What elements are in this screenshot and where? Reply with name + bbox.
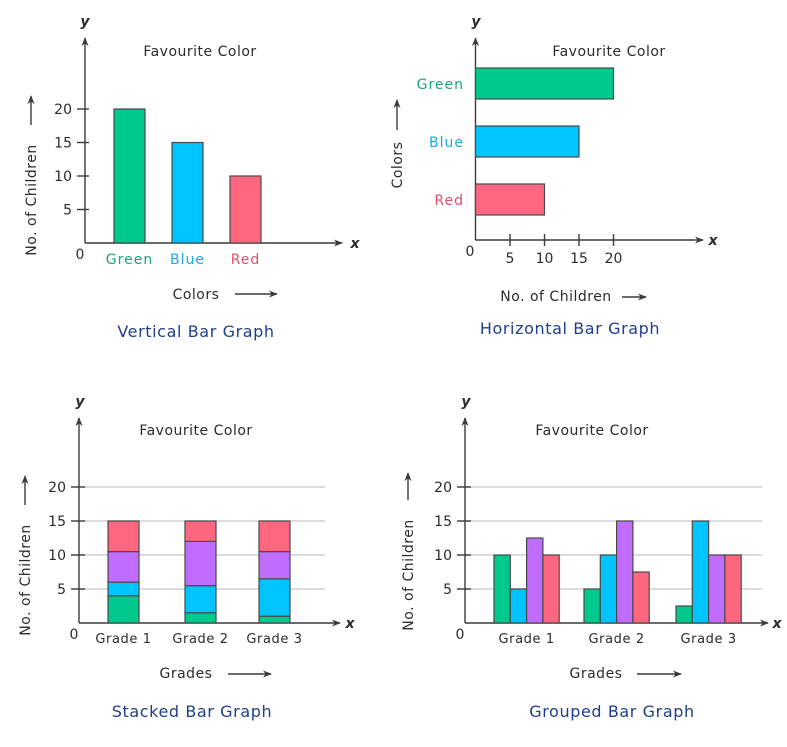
grouped-bar-purple <box>707 554 726 624</box>
vertical-bar-chart: y x 0 Favourite Color 5 10 15 20 Green Blue R… <box>24 14 360 341</box>
grouped-caption: Grouped Bar Graph <box>529 702 695 721</box>
horizontal-y-axis-label: Colors <box>390 99 406 189</box>
horizontal-x-letter: x <box>707 233 718 249</box>
vertical-category-label: Red <box>231 252 261 268</box>
horizontal-category-label: Blue <box>429 135 464 151</box>
horizontal-origin-label: 0 <box>466 244 475 260</box>
vertical-caption: Vertical Bar Graph <box>117 322 274 341</box>
vertical-bar-green <box>113 108 146 244</box>
stacked-x-letter: x <box>344 616 355 632</box>
horizontal-caption: Horizontal Bar Graph <box>480 319 660 338</box>
stacked-category-label: Grade 3 <box>246 632 302 647</box>
grouped-chart-title: Favourite Color <box>535 423 648 439</box>
grouped-y-tick-label: 20 <box>434 480 452 496</box>
vertical-chart-title: Favourite Color <box>143 44 256 60</box>
stacked-y-tick-label: 20 <box>48 480 66 496</box>
stacked-bar-segment-blue <box>107 581 140 597</box>
stacked-y-tick-label: 10 <box>48 548 66 564</box>
grouped-category-label: Grade 1 <box>498 632 554 647</box>
grouped-y-tick-label: 5 <box>443 582 452 598</box>
vertical-y-tick-label: 20 <box>54 102 72 118</box>
horizontal-category-label: Red <box>434 193 464 209</box>
stacked-bar-segment-purple <box>107 550 140 583</box>
vertical-y-axis-label: No. of Children <box>24 95 40 256</box>
grouped-bar-purple <box>525 537 544 624</box>
stacked-category-label: Grade 2 <box>172 632 228 647</box>
grouped-y-tick-label: 10 <box>434 548 452 564</box>
stacked-x-axis-label: Grades <box>160 666 213 682</box>
stacked-bar-segment-purple <box>184 540 217 587</box>
vertical-origin-label: 0 <box>76 247 85 263</box>
grouped-category-label: Grade 2 <box>588 632 644 647</box>
grouped-x-axis-label: Grades <box>570 666 623 682</box>
stacked-y-label-text: No. of Children <box>18 524 34 635</box>
horizontal-bar-green <box>474 67 615 100</box>
horizontal-x-tick-label: 20 <box>605 251 623 267</box>
horizontal-y-label-text: Colors <box>390 142 406 189</box>
stacked-category-label: Grade 1 <box>95 632 151 647</box>
stacked-y-tick-label: 15 <box>48 514 66 530</box>
stacked-bar-segment-blue <box>184 584 217 614</box>
grouped-bar-red <box>632 571 650 624</box>
grouped-bar-red <box>724 554 742 624</box>
stacked-bar-segment-purple <box>258 550 291 580</box>
stacked-bar-segment-red <box>107 520 140 553</box>
vertical-bar-blue <box>171 141 204 244</box>
stacked-caption: Stacked Bar Graph <box>112 702 273 721</box>
horizontal-bar-blue <box>474 125 580 158</box>
grouped-bar-red <box>542 554 560 624</box>
horizontal-x-tick-label: 15 <box>570 251 588 267</box>
stacked-origin-label: 0 <box>70 627 79 643</box>
horizontal-bar-red <box>474 183 546 216</box>
horizontal-x-tick-label: 10 <box>536 251 554 267</box>
grouped-bar-purple <box>615 520 634 624</box>
grouped-bar-blue <box>509 588 528 624</box>
horizontal-x-axis-label: No. of Children <box>500 289 611 305</box>
stacked-y-axis-label: No. of Children <box>18 475 34 636</box>
horizontal-category-label: Green <box>417 77 464 93</box>
stacked-bar-segment-green <box>184 612 217 624</box>
grouped-x-letter: x <box>771 616 782 632</box>
vertical-bar-red <box>229 175 262 244</box>
grouped-bar-chart: y x 0 Favourite Color 5 10 15 20 Grade 1 Gra… <box>401 394 782 721</box>
grouped-category-label: Grade 3 <box>680 632 736 647</box>
vertical-y-tick-label: 5 <box>63 203 72 219</box>
stacked-bar-segment-red <box>258 520 291 553</box>
stacked-bar-segment-green <box>107 595 140 624</box>
horizontal-bar-chart: y x 0 Favourite Color 5 10 15 20 Green Blue R… <box>390 14 718 338</box>
stacked-bar-chart: y x 0 Favourite Color 5 10 15 20 Grade 1 Gra… <box>18 394 355 721</box>
grouped-bar-green <box>583 588 601 624</box>
vertical-x-axis-label: Colors <box>173 287 220 303</box>
grouped-y-axis-label: No. of Children <box>401 472 417 631</box>
stacked-chart-title: Favourite Color <box>139 423 252 439</box>
stacked-bar-segment-red <box>184 520 217 542</box>
stacked-y-tick-label: 5 <box>57 582 66 598</box>
vertical-y-tick-label: 15 <box>54 136 72 152</box>
vertical-y-tick-label: 10 <box>54 169 72 185</box>
grouped-bar-green <box>675 605 693 624</box>
grouped-bar-blue <box>599 554 618 624</box>
grouped-y-label-text: No. of Children <box>401 519 417 630</box>
vertical-x-letter: x <box>349 236 360 252</box>
stacked-bar-segment-blue <box>258 578 291 617</box>
vertical-category-label: Green <box>106 252 153 268</box>
vertical-y-label-text: No. of Children <box>24 144 40 255</box>
grouped-bar-green <box>493 554 511 624</box>
grouped-origin-label: 0 <box>456 627 465 643</box>
horizontal-y-letter: y <box>471 14 481 30</box>
grouped-bar-blue <box>691 520 710 624</box>
horizontal-x-tick-label: 5 <box>506 251 515 267</box>
vertical-category-label: Blue <box>170 252 205 268</box>
grouped-y-letter: y <box>461 394 471 410</box>
stacked-y-letter: y <box>75 394 85 410</box>
stacked-bar-segment-green <box>258 615 291 624</box>
grouped-y-tick-label: 15 <box>434 514 452 530</box>
vertical-y-letter: y <box>80 14 90 30</box>
horizontal-chart-title: Favourite Color <box>552 44 665 60</box>
